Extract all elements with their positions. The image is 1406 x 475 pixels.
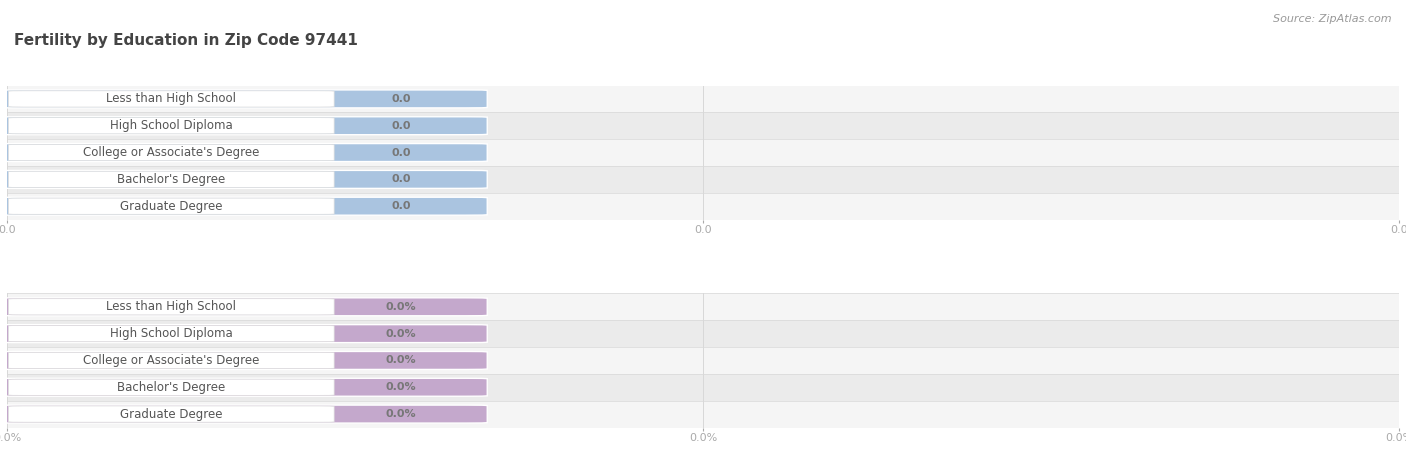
Text: Less than High School: Less than High School xyxy=(107,300,236,314)
Bar xyxy=(7,166,1399,193)
FancyBboxPatch shape xyxy=(8,325,335,342)
Text: Bachelor's Degree: Bachelor's Degree xyxy=(117,173,225,186)
Text: College or Associate's Degree: College or Associate's Degree xyxy=(83,354,260,367)
FancyBboxPatch shape xyxy=(0,143,488,162)
Text: 0.0: 0.0 xyxy=(391,121,411,131)
FancyBboxPatch shape xyxy=(8,406,335,422)
Bar xyxy=(7,112,1399,139)
Bar xyxy=(7,374,1399,401)
Text: Bachelor's Degree: Bachelor's Degree xyxy=(117,381,225,394)
FancyBboxPatch shape xyxy=(0,352,488,370)
Text: 0.0%: 0.0% xyxy=(385,302,416,312)
Text: Graduate Degree: Graduate Degree xyxy=(120,408,222,420)
FancyBboxPatch shape xyxy=(8,299,335,315)
FancyBboxPatch shape xyxy=(8,118,335,134)
FancyBboxPatch shape xyxy=(0,90,488,108)
FancyBboxPatch shape xyxy=(8,144,335,161)
Bar xyxy=(7,401,1399,428)
FancyBboxPatch shape xyxy=(0,117,488,135)
Text: 0.0: 0.0 xyxy=(391,174,411,184)
Bar xyxy=(7,294,1399,320)
Text: 0.0: 0.0 xyxy=(391,148,411,158)
Text: 0.0%: 0.0% xyxy=(385,355,416,365)
Text: Graduate Degree: Graduate Degree xyxy=(120,200,222,213)
Text: Fertility by Education in Zip Code 97441: Fertility by Education in Zip Code 97441 xyxy=(14,33,359,48)
Bar xyxy=(7,86,1399,112)
Bar xyxy=(7,347,1399,374)
FancyBboxPatch shape xyxy=(0,171,488,189)
FancyBboxPatch shape xyxy=(8,379,335,395)
Bar xyxy=(7,193,1399,219)
Text: High School Diploma: High School Diploma xyxy=(110,119,232,132)
Text: Less than High School: Less than High School xyxy=(107,93,236,105)
FancyBboxPatch shape xyxy=(8,352,335,369)
FancyBboxPatch shape xyxy=(0,197,488,215)
FancyBboxPatch shape xyxy=(0,324,488,342)
FancyBboxPatch shape xyxy=(8,91,335,107)
Text: Source: ZipAtlas.com: Source: ZipAtlas.com xyxy=(1274,14,1392,24)
FancyBboxPatch shape xyxy=(8,198,335,214)
Text: 0.0%: 0.0% xyxy=(385,329,416,339)
Bar xyxy=(7,139,1399,166)
Text: 0.0%: 0.0% xyxy=(385,382,416,392)
Text: 0.0: 0.0 xyxy=(391,94,411,104)
Text: College or Associate's Degree: College or Associate's Degree xyxy=(83,146,260,159)
Text: 0.0: 0.0 xyxy=(391,201,411,211)
Bar xyxy=(7,320,1399,347)
FancyBboxPatch shape xyxy=(0,298,488,316)
FancyBboxPatch shape xyxy=(8,171,335,188)
FancyBboxPatch shape xyxy=(0,405,488,423)
Text: 0.0%: 0.0% xyxy=(385,409,416,419)
Text: High School Diploma: High School Diploma xyxy=(110,327,232,340)
FancyBboxPatch shape xyxy=(0,378,488,396)
